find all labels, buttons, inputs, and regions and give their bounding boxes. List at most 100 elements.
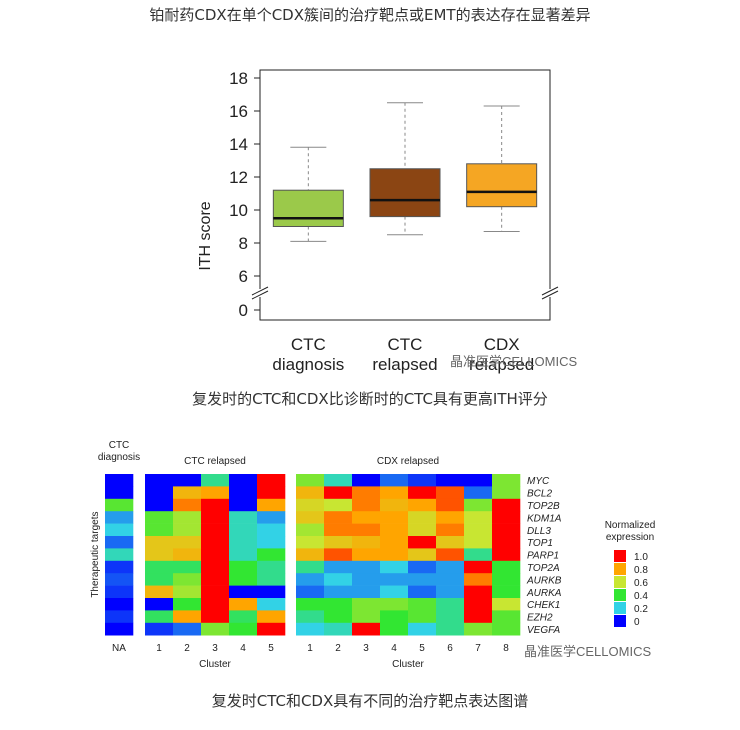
heatmap-cell (145, 548, 174, 562)
heatmap-cell (229, 622, 258, 636)
heatmap-cell (324, 573, 353, 586)
target-label: BCL2 (527, 489, 552, 500)
group-label-line2: relapsed (469, 355, 534, 374)
heatmap-cell (380, 474, 409, 487)
heatmap-cell (324, 610, 353, 624)
heatmap-cell (464, 486, 493, 500)
box-1 (369, 168, 441, 218)
heatmap-cell (173, 486, 202, 500)
heatmap-cell (324, 474, 353, 487)
legend-swatch (614, 615, 626, 627)
heatmap-cell (492, 486, 521, 500)
y-tick-label: 0 (239, 301, 248, 320)
heatmap-cell (257, 536, 286, 549)
heatmap-cell (436, 560, 465, 574)
heatmap-cell (173, 622, 202, 636)
target-label: CHEK1 (527, 600, 560, 611)
group-label-line1: CTC (388, 335, 423, 354)
heatmap-cell (436, 536, 465, 549)
legend-value: 0 (634, 617, 640, 628)
cluster-label: 5 (268, 643, 274, 654)
heatmap-cell (380, 585, 409, 599)
heatmap-cell (105, 573, 134, 586)
legend-swatch (614, 563, 626, 575)
heatmap-cell (324, 622, 353, 636)
heatmap-cell (105, 610, 134, 624)
y-tick-label: 16 (229, 102, 248, 121)
target-label: AURKB (526, 575, 562, 586)
heatmap-cell (173, 548, 202, 562)
heatmap-cell (324, 523, 353, 537)
heatmap-cell (352, 585, 381, 599)
heatmap-cell (380, 560, 409, 574)
target-label: VEGFA (527, 625, 560, 636)
heatmap-cell (436, 498, 465, 512)
cluster-label: 1 (156, 643, 162, 654)
heatmap-cell (105, 585, 134, 599)
heatmap-cell (229, 598, 258, 611)
legend-value: 0.6 (634, 578, 648, 589)
heatmap-cell (145, 536, 174, 549)
panel-title: CDX relapsed (377, 456, 439, 467)
cluster-label: 8 (503, 643, 509, 654)
heatmap-cell (324, 498, 353, 512)
heatmap-cell (105, 486, 134, 500)
heatmap-cell (380, 498, 409, 512)
heatmap-cell (229, 573, 258, 586)
heatmap-cell (436, 511, 465, 524)
heatmap-cell (324, 536, 353, 549)
heatmap-cell (201, 511, 230, 524)
heatmap-cell (229, 474, 258, 487)
heatmap-y-label: Therapeutic targets (90, 512, 101, 598)
cluster-label: 6 (447, 643, 453, 654)
heatmap-cell (408, 610, 437, 624)
heatmap-cell (201, 498, 230, 512)
cluster-label: 1 (307, 643, 313, 654)
heatmap-cell (492, 560, 521, 574)
legend-value: 0.4 (634, 591, 648, 602)
heatmap-cell (492, 610, 521, 624)
target-label: KDM1A (527, 513, 562, 524)
heatmap-cell (257, 560, 286, 574)
heatmap-cell (201, 536, 230, 549)
heatmap-cell (105, 498, 134, 512)
heatmap-cell (296, 536, 325, 549)
heatmap-cell (380, 610, 409, 624)
heatmap-cell (408, 474, 437, 487)
heatmap-cell (436, 474, 465, 487)
heatmap-cell (436, 610, 465, 624)
watermark-text-2: 晶准医学CELLOMICS (524, 644, 651, 659)
heatmap-cell (352, 523, 381, 537)
heatmap-cell (145, 523, 174, 537)
heatmap-cell (296, 573, 325, 586)
box-0 (272, 189, 344, 227)
heatmap-cell (201, 573, 230, 586)
axis-break-mark (541, 286, 559, 296)
heatmap-cell (352, 598, 381, 611)
heatmap-cell (105, 474, 134, 487)
heatmap-cell (352, 610, 381, 624)
heatmap-cell (408, 548, 437, 562)
heatmap-cell (173, 585, 202, 599)
heatmap-cell (436, 523, 465, 537)
heatmap-cell (296, 548, 325, 562)
cluster-label: NA (112, 643, 126, 654)
cluster-label: 4 (240, 643, 246, 654)
cluster-label: 2 (184, 643, 190, 654)
heatmap-cell (229, 523, 258, 537)
cluster-label: 7 (475, 643, 481, 654)
heatmap-cell (464, 598, 493, 611)
heatmap-cell (145, 474, 174, 487)
heatmap-cell (296, 622, 325, 636)
heatmap-cell (201, 610, 230, 624)
heatmap-cell (257, 474, 286, 487)
heatmap-cell (145, 598, 174, 611)
heatmap-cell (145, 585, 174, 599)
legend-swatch (614, 602, 626, 614)
heatmap-cell (257, 523, 286, 537)
group-label-line1: CDX (484, 335, 520, 354)
group-label-line1: CTC (291, 335, 326, 354)
heatmap-cell (436, 573, 465, 586)
y-tick-label: 18 (229, 69, 248, 88)
